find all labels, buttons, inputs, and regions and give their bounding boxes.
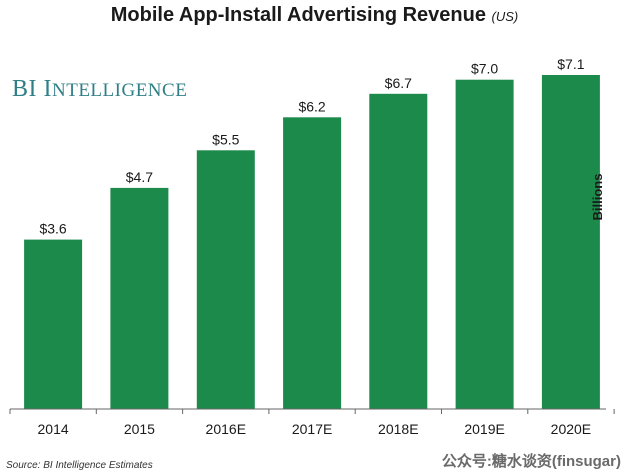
x-tick-label-2014: 2014	[38, 421, 69, 437]
bar-2014	[24, 239, 83, 409]
x-tick-label-2020E: 2020E	[551, 421, 591, 437]
chart-title: Mobile App-Install Advertising Revenue (…	[0, 4, 629, 27]
logo-part-2: I	[43, 76, 52, 102]
data-label-2015: $4.7	[126, 169, 153, 185]
x-tick-label-2019E: 2019E	[464, 421, 504, 437]
bar-2016E	[196, 150, 255, 410]
x-tick-label-2015: 2015	[124, 421, 155, 437]
bi-intelligence-logo: BI INTELLIGENCE	[12, 76, 187, 103]
bar-2015	[110, 187, 169, 409]
bar-2018E	[369, 93, 428, 410]
x-tick-label-2016E: 2016E	[206, 421, 246, 437]
data-label-2018E: $6.7	[385, 75, 412, 91]
bar-2019E	[455, 79, 514, 409]
x-tick-label-2018E: 2018E	[378, 421, 418, 437]
logo-part-1: BI	[12, 76, 44, 102]
bar-2017E	[283, 117, 342, 410]
chart-title-text: Mobile App-Install Advertising Revenue	[110, 4, 486, 26]
x-tick-label-2017E: 2017E	[292, 421, 332, 437]
data-label-2020E: $7.1	[557, 56, 584, 72]
y-axis-label: Billions	[590, 173, 605, 221]
data-label-2014: $3.6	[39, 221, 66, 237]
watermark-text: 公众号:糖水谈资(finsugar)	[441, 453, 621, 470]
data-label-2019E: $7.0	[471, 61, 498, 77]
data-label-2016E: $5.5	[212, 131, 239, 147]
chart-title-suffix: (US)	[491, 9, 519, 24]
source-note: Source: BI Intelligence Estimates	[6, 460, 153, 471]
data-label-2017E: $6.2	[298, 98, 325, 114]
logo-part-3: NTELLIGENCE	[52, 80, 188, 101]
bar-2020E	[541, 75, 600, 409]
